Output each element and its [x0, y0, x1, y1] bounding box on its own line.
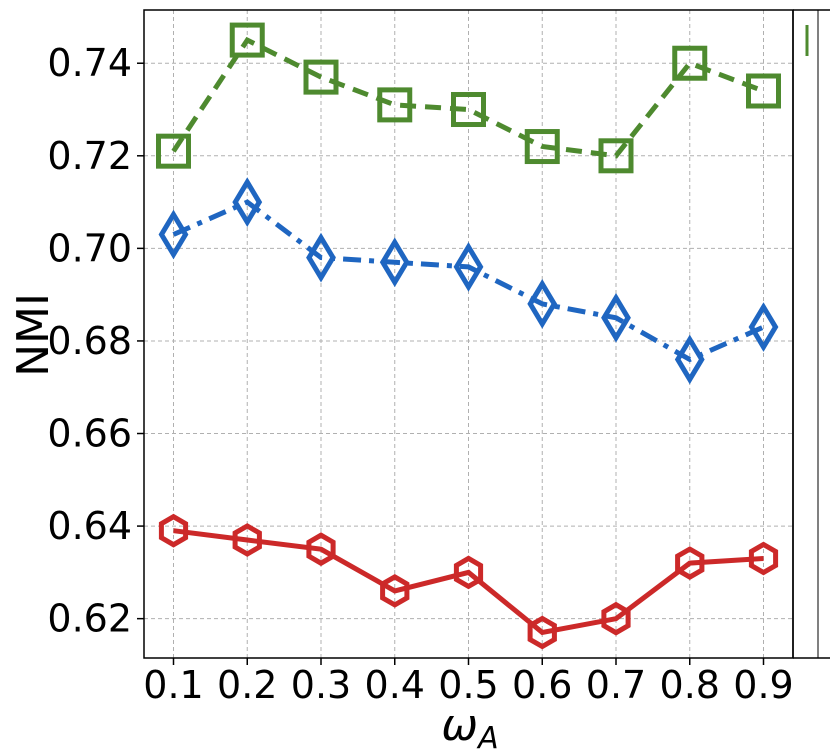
series-1-point — [746, 73, 781, 109]
x-tick-label: 0.4 — [365, 663, 425, 707]
series-3-point — [748, 541, 779, 576]
series-2-point — [158, 209, 189, 260]
y-tick-label: 0.66 — [47, 412, 132, 456]
series-3-line — [173, 528, 764, 636]
series-1-point — [229, 22, 265, 58]
series-3-point — [601, 601, 631, 636]
series-2-point — [674, 334, 705, 385]
series-2-line — [172, 199, 765, 363]
series-3-point — [232, 523, 262, 557]
series-2-point — [748, 302, 779, 352]
series-1-point — [598, 138, 634, 174]
x-axis-ticks: 0.1 0.2 0.3 0.4 0.5 0.6 0.7 0.8 0.9 — [143, 658, 794, 707]
series-2-point — [527, 279, 558, 329]
series-3-point — [158, 513, 189, 548]
series-1 — [156, 22, 781, 174]
series-1-point — [303, 59, 339, 95]
series-3 — [158, 513, 779, 650]
x-axis-title: ωA — [441, 700, 498, 753]
x-tick-label: 0.8 — [660, 663, 720, 707]
series-3-point — [306, 532, 336, 567]
series-layer — [156, 22, 781, 650]
x-tick-label: 0.1 — [143, 663, 203, 707]
series-1-point — [672, 45, 708, 81]
series-1-point — [524, 129, 560, 165]
x-tick-label: 0.5 — [438, 663, 498, 707]
x-tick-label: 0.7 — [586, 663, 646, 707]
series-1-line — [171, 36, 765, 159]
x-tick-label: 0.3 — [291, 663, 351, 707]
x-tick-label: 0.6 — [512, 663, 572, 707]
series-3-point — [380, 574, 410, 608]
right-clipped-panel — [792, 9, 830, 659]
x-tick-label: 0.9 — [733, 663, 793, 707]
series-1-point — [451, 92, 486, 128]
series-1-point — [156, 133, 191, 169]
y-tick-label: 0.64 — [47, 504, 132, 548]
series-2-point — [601, 292, 631, 343]
series-1-point — [377, 87, 413, 123]
y-tick-label: 0.72 — [47, 134, 132, 178]
y-axis-title: NMI — [8, 293, 59, 377]
y-axis-ticks: 0.62 0.64 0.66 0.68 0.70 0.72 0.74 — [47, 41, 144, 641]
series-2 — [158, 177, 779, 385]
y-tick-label: 0.74 — [47, 41, 132, 85]
series-2-point — [453, 242, 484, 292]
series-2-point — [306, 232, 336, 283]
y-tick-label: 0.68 — [47, 319, 132, 363]
series-3-point — [453, 555, 484, 590]
y-tick-label: 0.70 — [47, 226, 132, 270]
x-tick-label: 0.2 — [217, 663, 277, 707]
series-2-point — [379, 237, 410, 288]
series-3-point — [527, 615, 557, 650]
y-tick-label: 0.62 — [47, 597, 132, 641]
series-3-point — [675, 546, 705, 580]
series-2-point — [232, 177, 263, 227]
